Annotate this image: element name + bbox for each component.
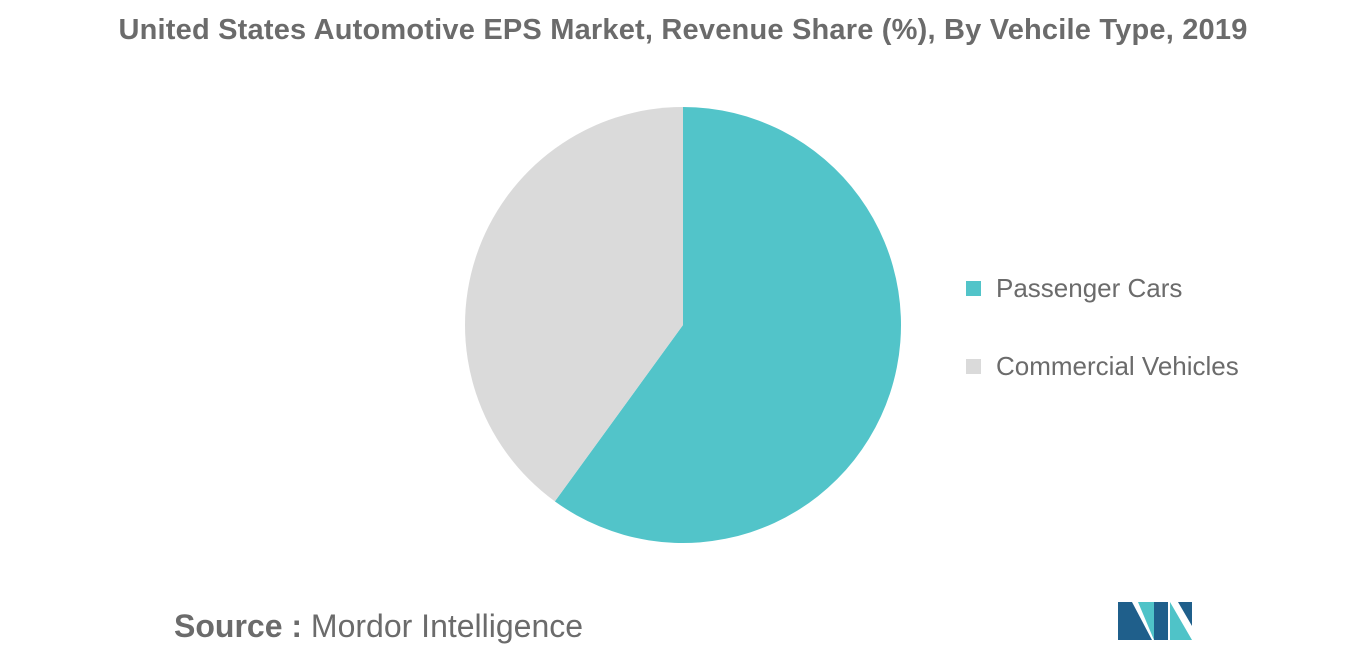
mordor-intelligence-logo (1118, 602, 1192, 640)
source-value: Mordor Intelligence (310, 608, 584, 644)
legend-swatch-commercial-vehicles (966, 358, 981, 374)
legend-swatch-passenger-cars (966, 280, 981, 296)
source-attribution: Source : Mordor Intelligence (174, 608, 583, 645)
pie-slice-commercial-vehicles (465, 107, 683, 502)
legend-label-passenger-cars: Passenger Cars (996, 272, 1183, 303)
logo-shape-mid (1138, 602, 1154, 640)
logo-shape-left (1118, 602, 1152, 640)
chart-title: United States Automotive EPS Market, Rev… (118, 14, 1248, 46)
legend: Passenger Cars Commercial Vehicles (966, 272, 1239, 428)
legend-item-commercial-vehicles: Commercial Vehicles (966, 350, 1239, 382)
logo-shape-mid-dark (1154, 602, 1168, 640)
logo-shape-right-dark (1178, 602, 1192, 626)
legend-item-passenger-cars: Passenger Cars (966, 272, 1239, 304)
legend-label-commercial-vehicles: Commercial Vehicles (996, 350, 1239, 381)
logo-shape-right (1170, 602, 1192, 640)
pie-slice-passenger-cars (554, 107, 902, 544)
source-label: Source : (174, 608, 303, 644)
